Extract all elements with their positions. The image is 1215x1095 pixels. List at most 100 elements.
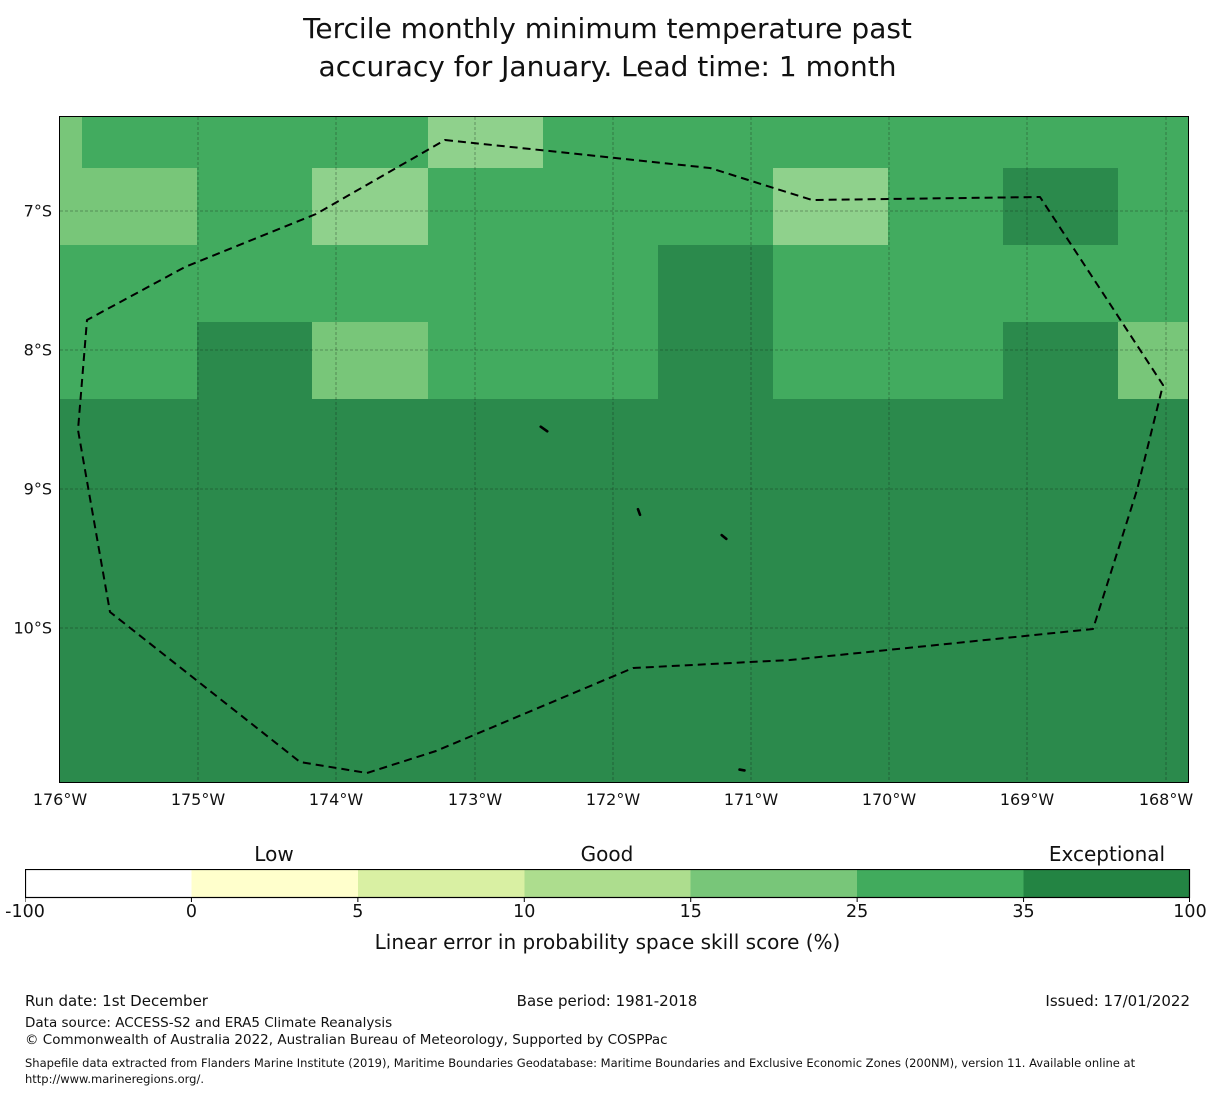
colorbar-tick-label: 5	[352, 902, 364, 922]
colorbar	[25, 869, 1191, 902]
map-cell	[888, 553, 1003, 630]
footer-data-source: Data source: ACCESS-S2 and ERA5 Climate …	[25, 1015, 393, 1031]
map-cell	[197, 399, 312, 476]
map-cell	[773, 245, 888, 322]
map-cell	[312, 245, 428, 322]
island-mark	[738, 768, 746, 772]
map-cell	[82, 630, 197, 707]
map-cell	[543, 245, 658, 322]
map-cell	[82, 553, 197, 630]
map-cell	[773, 707, 888, 782]
map-cell	[60, 245, 82, 322]
map-cell	[1118, 322, 1188, 399]
map-cell	[197, 117, 312, 168]
map-cell	[1118, 553, 1188, 630]
map-cell	[888, 245, 1003, 322]
colorbar-tick-label: 0	[185, 902, 197, 922]
map-cell	[82, 399, 197, 476]
colorbar-segment	[524, 869, 691, 898]
island-mark	[720, 533, 728, 541]
colorbar-border	[25, 869, 1191, 899]
colorbar-tick-label: -100	[5, 902, 45, 922]
map-cell	[1003, 476, 1118, 553]
map-cell	[658, 322, 773, 399]
map-cell	[312, 117, 428, 168]
map-cell	[428, 553, 543, 630]
colorbar-segment	[25, 869, 192, 898]
map-cell	[197, 553, 312, 630]
map-cell	[428, 117, 543, 168]
map-cell	[197, 707, 312, 782]
map-cell	[312, 322, 428, 399]
map-cell	[773, 630, 888, 707]
map-cell	[60, 553, 82, 630]
island-mark	[539, 425, 549, 433]
map-cell	[428, 476, 543, 553]
map-cell	[773, 322, 888, 399]
map-cell	[312, 399, 428, 476]
map-cell	[888, 399, 1003, 476]
map-cell	[543, 399, 658, 476]
map-canvas	[59, 116, 1189, 783]
map-cell	[658, 476, 773, 553]
map-cell	[60, 707, 82, 782]
map-cell	[888, 322, 1003, 399]
map-cell	[543, 322, 658, 399]
y-tick-label: 10°S	[13, 618, 52, 638]
map-cell	[1003, 322, 1118, 399]
colorbar-zone-label-exceptional: Exceptional	[1048, 842, 1166, 866]
colorbar-tick-label: 35	[1012, 902, 1035, 922]
colorbar-axis-label: Linear error in probability space skill …	[374, 930, 841, 954]
map-cell	[1003, 399, 1118, 476]
map-cell	[82, 245, 197, 322]
map-cell	[658, 707, 773, 782]
title-line-1: Tercile monthly minimum temperature past	[303, 12, 912, 45]
map-cell	[428, 245, 543, 322]
map-cell	[1003, 630, 1118, 707]
map-cell	[773, 168, 888, 245]
map-cell	[888, 476, 1003, 553]
colorbar-segment	[357, 869, 525, 898]
map-cell	[60, 117, 82, 168]
map-cell	[658, 630, 773, 707]
y-tick-label: 9°S	[23, 479, 52, 499]
figure-title: Tercile monthly minimum temperature past…	[0, 10, 1215, 86]
y-tick-label: 7°S	[23, 201, 52, 221]
x-tick-label: 169°W	[999, 790, 1055, 809]
map-cell	[60, 322, 82, 399]
map-cell	[312, 168, 428, 245]
map-cell	[658, 168, 773, 245]
map-cell	[82, 476, 197, 553]
y-tick-label: 8°S	[23, 340, 52, 360]
map-cell	[82, 168, 197, 245]
map-cell	[60, 630, 82, 707]
footer-copyright: © Commonwealth of Australia 2022, Austra…	[25, 1032, 668, 1048]
map-cell	[658, 399, 773, 476]
map-cell	[543, 707, 658, 782]
map-cell	[428, 630, 543, 707]
map-cell	[1118, 168, 1188, 245]
map-cell	[1003, 245, 1118, 322]
title-line-2: accuracy for January. Lead time: 1 month	[318, 50, 897, 83]
colorbar-segment	[1023, 869, 1190, 898]
map-cell	[428, 707, 543, 782]
island-mark	[636, 507, 642, 517]
footer-issued: Issued: 17/01/2022	[1045, 992, 1190, 1010]
map-cell	[197, 245, 312, 322]
map-cell	[60, 399, 82, 476]
map-cell	[312, 476, 428, 553]
colorbar-tick-label: 25	[846, 902, 869, 922]
eez-boundary-path	[77, 139, 1164, 774]
colorbar-zone-label-low: Low	[254, 842, 294, 866]
map-cell	[1118, 117, 1188, 168]
colorbar-segment	[857, 869, 1024, 898]
map-cell	[773, 553, 888, 630]
x-tick-label: 174°W	[308, 790, 364, 809]
map-cell	[428, 322, 543, 399]
map-cell	[773, 117, 888, 168]
map-cell	[1003, 168, 1118, 245]
map-cell	[60, 476, 82, 553]
map-cell	[543, 168, 658, 245]
map-cell	[888, 707, 1003, 782]
